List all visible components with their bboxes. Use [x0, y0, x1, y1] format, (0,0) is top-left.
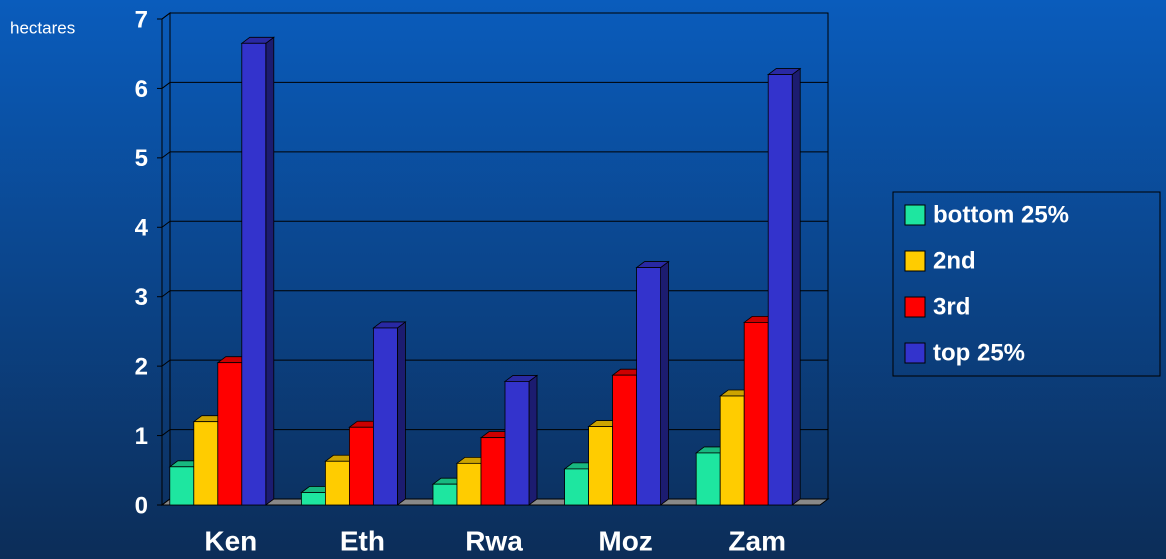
- y-tick-label: 1: [135, 423, 148, 450]
- legend-label: 3rd: [933, 293, 970, 320]
- bar: [324, 460, 350, 506]
- y-tick-label: 3: [135, 284, 148, 311]
- y-axis-label: hectares: [10, 18, 75, 37]
- bar: [456, 462, 482, 506]
- x-tick-label: Zam: [728, 525, 786, 556]
- legend-label: 2nd: [933, 247, 976, 274]
- legend-label: bottom 25%: [933, 201, 1069, 228]
- bar: [767, 74, 793, 506]
- bar-side: [265, 36, 275, 506]
- y-tick-label: 0: [135, 492, 148, 519]
- bar: [480, 437, 506, 506]
- grid-line: [161, 290, 828, 298]
- y-tick-label: 2: [135, 353, 148, 380]
- y-tick-label: 4: [135, 215, 149, 242]
- bar: [300, 492, 326, 506]
- legend-box: [892, 191, 1161, 377]
- x-tick-label: Ken: [204, 525, 257, 556]
- y-tick-label: 6: [135, 76, 148, 103]
- bar: [719, 395, 745, 506]
- bar: [564, 468, 589, 506]
- bar: [636, 267, 661, 506]
- x-tick-label: Rwa: [465, 525, 523, 556]
- bar-side: [791, 67, 801, 506]
- bar: [217, 362, 243, 506]
- legend-label: top 25%: [933, 339, 1025, 366]
- y-tick-label: 5: [135, 145, 148, 172]
- bar: [612, 374, 637, 506]
- bar-side: [528, 374, 538, 506]
- x-tick-label: Eth: [340, 525, 385, 556]
- legend-swatch: [904, 250, 926, 272]
- grid-line: [161, 220, 828, 228]
- bar: [372, 327, 398, 506]
- bar: [169, 466, 195, 506]
- grid-line: [161, 359, 828, 367]
- bar: [743, 322, 769, 506]
- x-tick-label: Moz: [598, 525, 652, 556]
- grid-line: [161, 81, 828, 89]
- bar-side: [660, 260, 669, 506]
- bar: [348, 426, 374, 506]
- legend-swatch: [904, 296, 926, 318]
- legend-swatch: [904, 342, 926, 364]
- y-tick-label: 7: [135, 6, 148, 33]
- bar: [241, 42, 267, 506]
- grid-line: [161, 151, 828, 159]
- legend-swatch: [904, 204, 926, 226]
- bar-side: [396, 321, 406, 506]
- bar: [588, 426, 613, 506]
- grid-line: [161, 12, 828, 20]
- bar: [504, 381, 530, 506]
- bar: [432, 483, 458, 506]
- bar: [695, 452, 721, 506]
- bar: [193, 421, 219, 506]
